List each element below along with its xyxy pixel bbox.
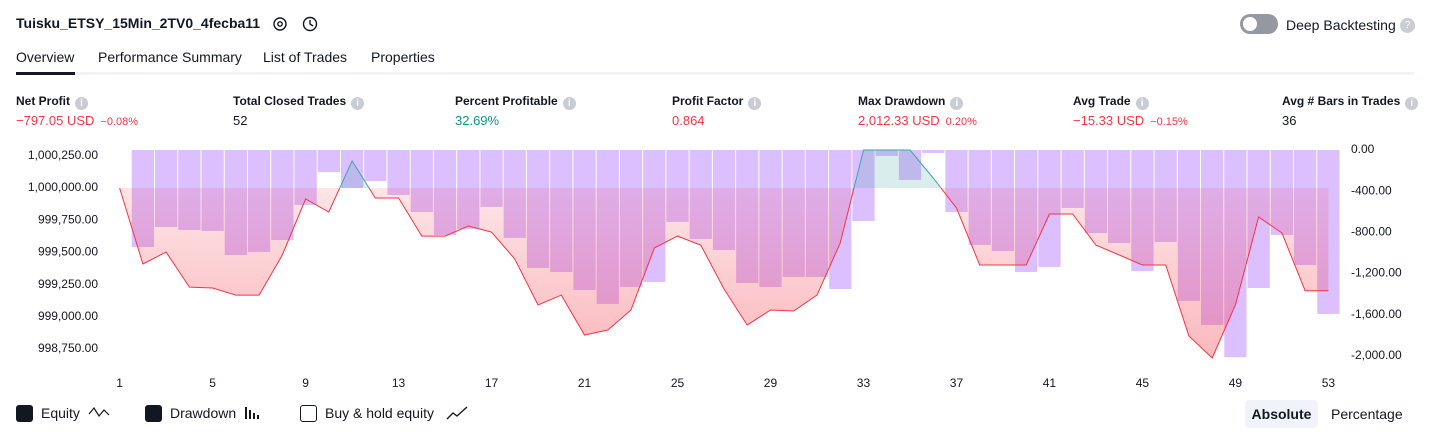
drawdown-bar <box>898 150 922 180</box>
x-tick-label: 45 <box>1136 376 1150 390</box>
y2-tick-label: -400.00 <box>1351 183 1392 197</box>
metric-value-text: 52 <box>233 113 248 128</box>
legend-label: Buy & hold equity <box>325 405 434 421</box>
metric-label-text: Avg # Bars in Trades <box>1282 94 1401 108</box>
drawdown-bar <box>852 150 875 221</box>
drawdown-bar <box>875 150 898 156</box>
y2-tick-label: -1,200.00 <box>1351 266 1402 280</box>
info-icon[interactable]: i <box>748 97 762 110</box>
info-icon[interactable]: i <box>562 97 576 110</box>
equity-line-below <box>119 188 1329 359</box>
y-tick-label: 999,000.00 <box>38 309 98 323</box>
metric-percent: 0.20% <box>945 116 977 128</box>
legend-buy-hold[interactable]: Buy & hold equity <box>300 405 434 422</box>
tab[interactable]: List of Trades <box>263 49 348 65</box>
info-icon[interactable]: i <box>950 97 964 110</box>
legend-icons <box>88 406 468 420</box>
x-tick-label: 29 <box>764 376 778 390</box>
drawdown-bar <box>317 150 340 173</box>
x-tick-label: 21 <box>578 376 592 390</box>
drawdown-bar <box>1247 150 1270 288</box>
y-tick-label: 1,000,250.00 <box>28 148 98 162</box>
metric-value-text: −15.33 USD <box>1073 113 1145 128</box>
title-icons[interactable] <box>271 15 319 33</box>
metric-label-text: Total Closed Trades <box>233 94 347 108</box>
y-tick-label: 1,000,000.00 <box>28 180 98 194</box>
active-tab-underline <box>16 72 75 75</box>
metric-label: Net Profit i <box>16 94 88 110</box>
drawdown-bar <box>387 150 410 195</box>
mode-button[interactable]: Percentage <box>1331 406 1403 422</box>
x-tick-label: 37 <box>950 376 964 390</box>
x-tick-label: 5 <box>209 376 216 390</box>
info-icon[interactable]: i <box>1405 97 1419 110</box>
metric-value-text: 2,012.33 USD <box>858 113 940 128</box>
metric-label-text: Net Profit <box>16 94 70 108</box>
legend-label: Drawdown <box>170 405 237 421</box>
y-tick-label: 999,500.00 <box>38 245 98 259</box>
legend-equity[interactable]: Equity <box>16 405 80 422</box>
y2-tick-label: 0.00 <box>1351 142 1375 156</box>
equity-area-above <box>119 150 941 189</box>
chart: 1,000,250.00 1,000,000.00 999,750.00 999,50… <box>28 142 1402 390</box>
metric-label: Max Drawdown i <box>858 94 964 110</box>
help-icon[interactable]: ? <box>1400 18 1415 33</box>
info-icon[interactable]: i <box>75 97 88 110</box>
y-tick-label: 999,250.00 <box>38 277 98 291</box>
metric-value-text: 0.864 <box>672 113 705 128</box>
metric-label: Total Closed Trades i <box>233 94 365 110</box>
metric-value-text: 36 <box>1282 113 1297 128</box>
strategy-title: Tuisku_ETSY_15Min_2TV0_4fecba11 <box>16 15 261 31</box>
y-tick-label: 998,750.00 <box>38 341 98 355</box>
drawdown-bar <box>340 150 364 188</box>
mode-button-active[interactable]: Absolute <box>1245 400 1318 428</box>
drawdown-bar <box>364 150 387 181</box>
metric-value: −15.33 USD −0.15% <box>1073 113 1188 128</box>
metric-value: −797.05 USD −0.08% <box>16 113 138 128</box>
tab-divider <box>16 72 1414 75</box>
toggle-label: Deep Backtesting <box>1286 17 1396 33</box>
metric-label-text: Profit Factor <box>672 94 744 108</box>
tab[interactable]: Overview <box>16 49 75 65</box>
info-icon[interactable]: i <box>1135 97 1149 110</box>
metric-label: Percent Profitable i <box>455 94 576 110</box>
toggle[interactable] <box>1240 14 1278 34</box>
metric-value: 52 <box>233 113 247 128</box>
legend-drawdown[interactable]: Drawdown <box>145 405 236 422</box>
metric-value-text: −797.05 USD <box>16 113 95 128</box>
drawdown-bar <box>922 150 945 153</box>
x-tick-label: 17 <box>485 376 499 390</box>
x-tick-label: 9 <box>302 376 309 390</box>
metric-percent: −0.08% <box>100 116 139 128</box>
y-tick-label: 999,750.00 <box>38 212 98 226</box>
tab[interactable]: Properties <box>371 49 435 65</box>
x-tick-label: 1 <box>116 376 123 390</box>
metric-value: 36 <box>1282 113 1296 128</box>
metric-label-text: Avg Trade <box>1073 94 1131 108</box>
metric-value: 2,012.33 USD 0.20% <box>858 113 977 128</box>
x-tick-label: 53 <box>1322 376 1336 390</box>
x-tick-label: 25 <box>671 376 685 390</box>
x-tick-label: 33 <box>857 376 871 390</box>
metric-label: Avg Trade i <box>1073 94 1149 110</box>
x-tick-label: 49 <box>1229 376 1243 390</box>
y2-tick-label: -1,600.00 <box>1351 307 1402 321</box>
metric-label-text: Max Drawdown <box>858 94 946 108</box>
metric-value-text: 32.69% <box>455 113 500 128</box>
x-tick-label: 41 <box>1043 376 1057 390</box>
metric-value: 0.864 <box>672 113 705 128</box>
equity-area-below <box>119 188 1329 358</box>
metric-value: 32.69% <box>455 113 499 128</box>
tab[interactable]: Performance Summary <box>98 49 242 65</box>
metric-label: Profit Factor i <box>672 94 762 110</box>
x-tick-label: 13 <box>392 376 406 390</box>
metric-label: Avg # Bars in Trades i <box>1282 94 1419 110</box>
metric-percent: −0.15% <box>1150 116 1188 128</box>
info-icon[interactable]: i <box>351 97 365 110</box>
y2-tick-label: -800.00 <box>1351 225 1392 239</box>
metric-label-text: Percent Profitable <box>455 94 558 108</box>
legend-label: Equity <box>41 405 80 421</box>
y2-tick-label: -2,000.00 <box>1351 348 1402 362</box>
